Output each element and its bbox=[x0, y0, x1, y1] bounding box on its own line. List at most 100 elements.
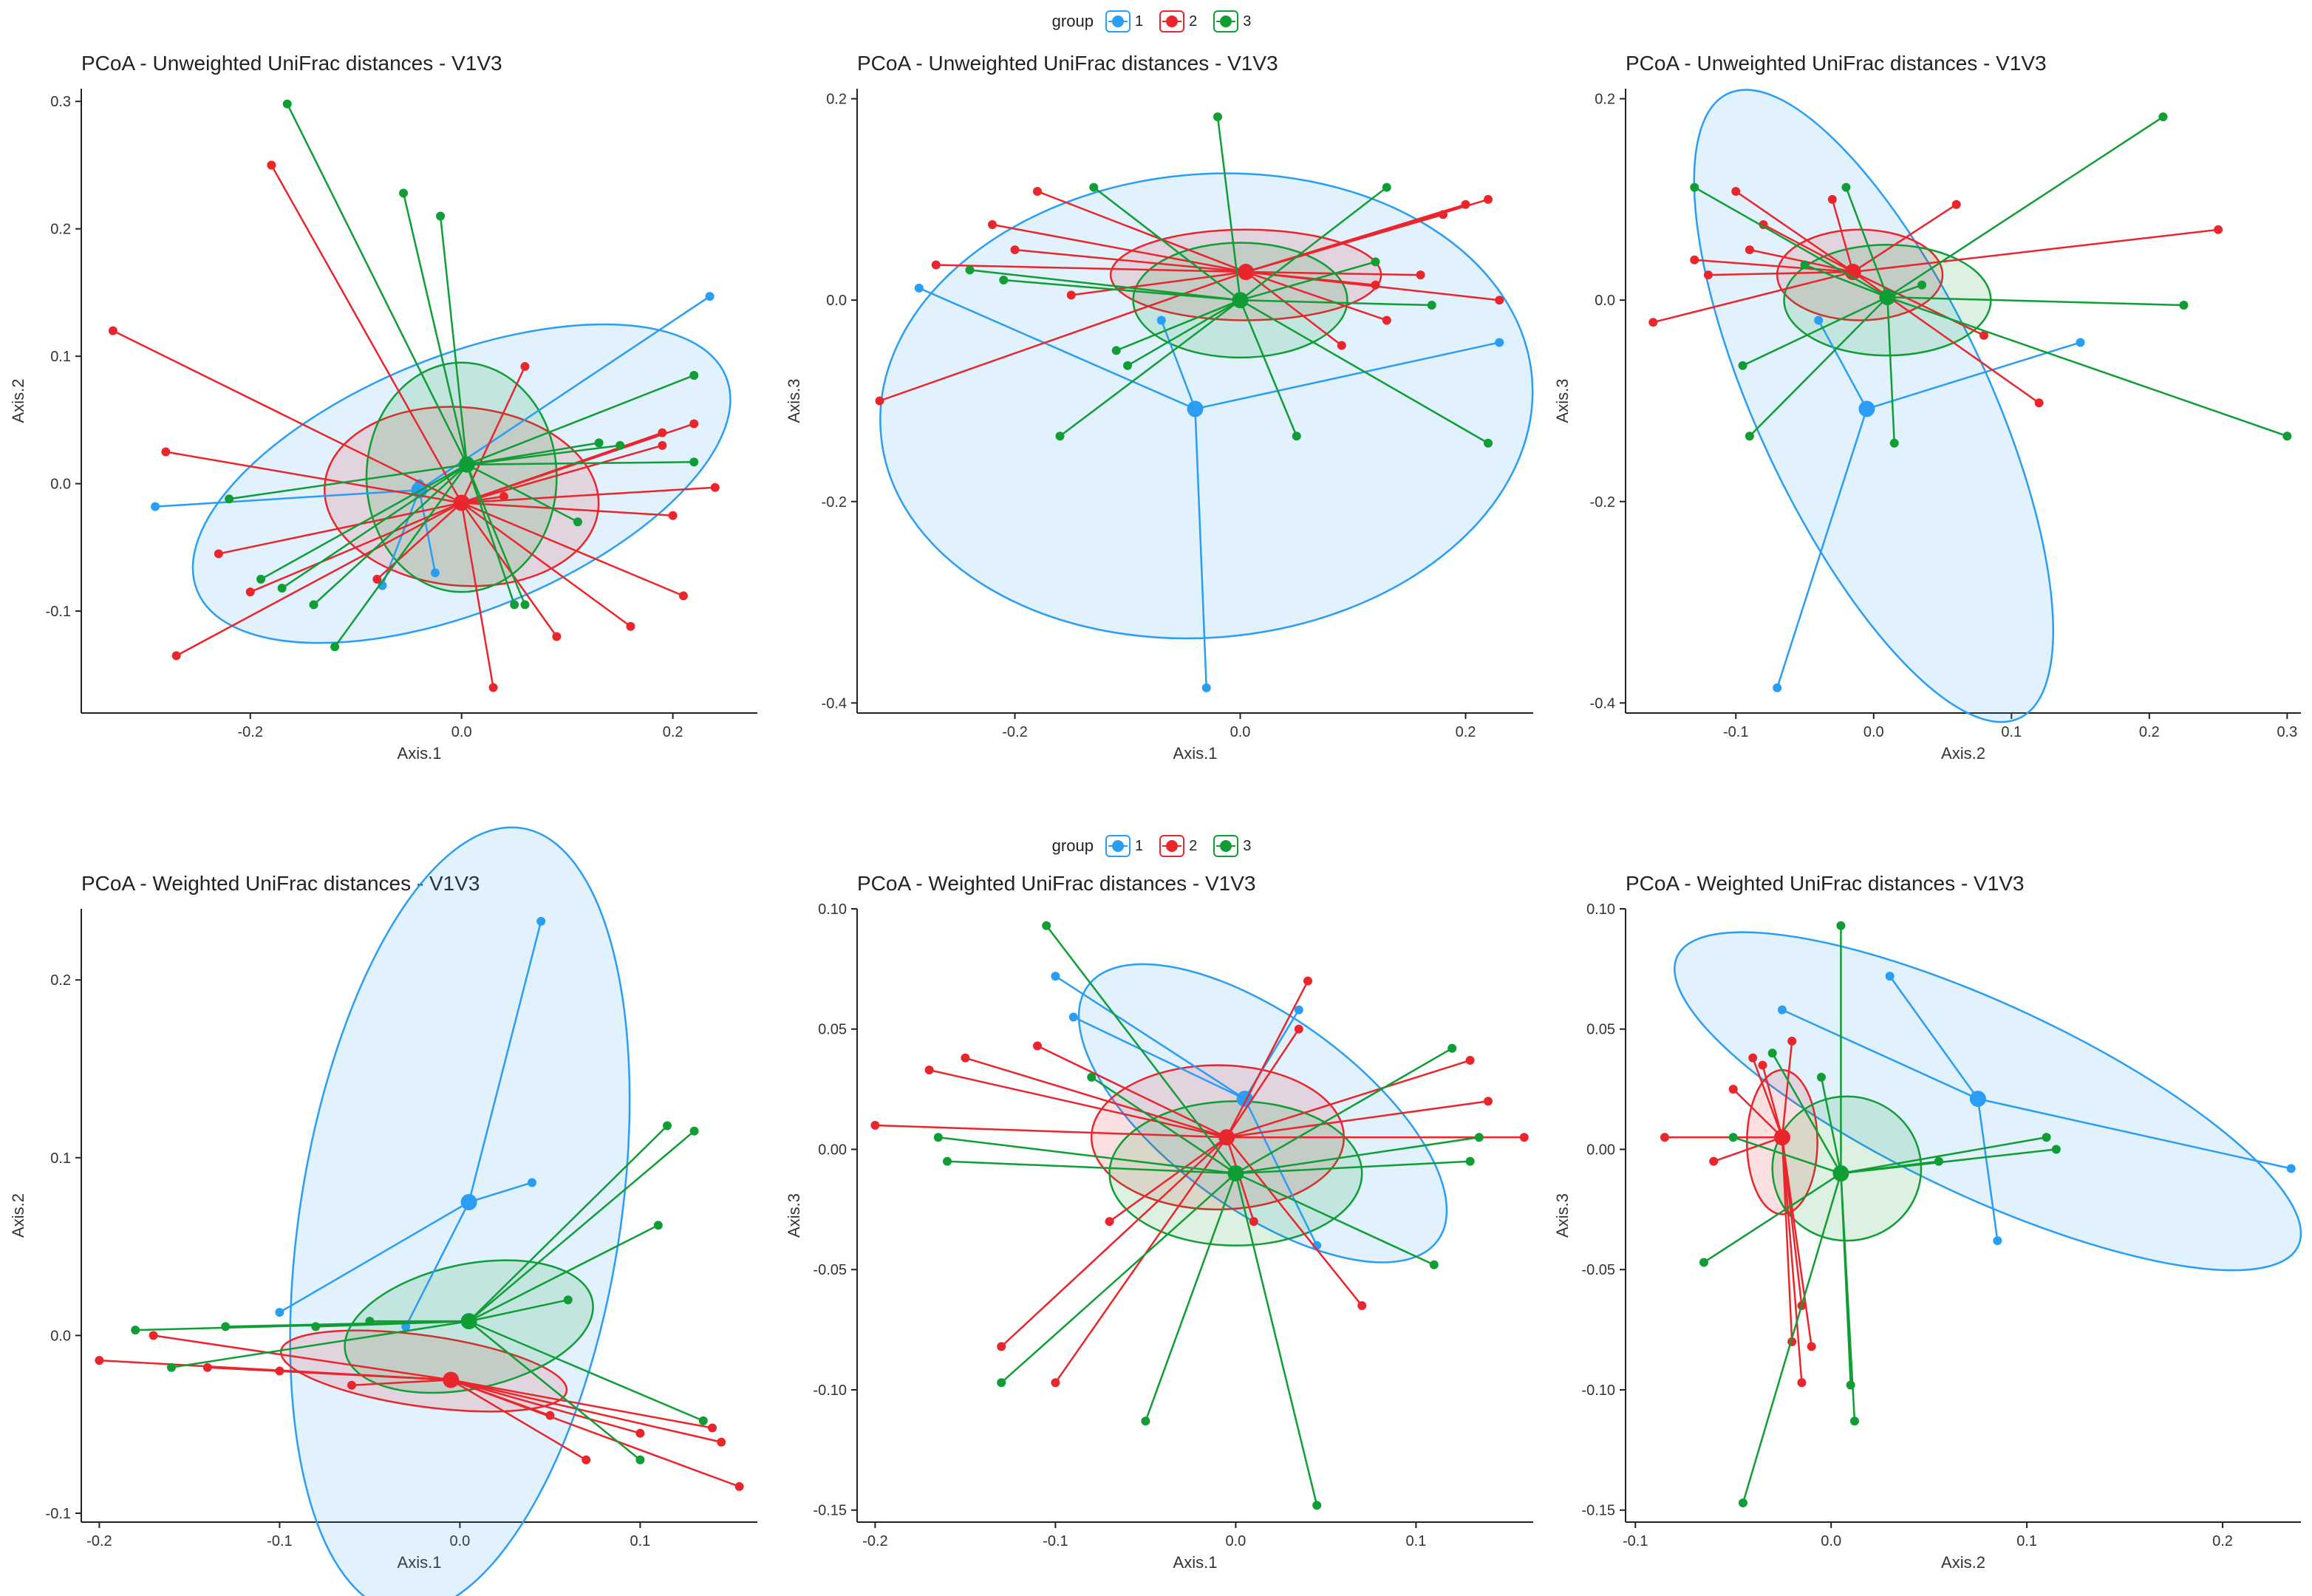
point-group-2 bbox=[2214, 225, 2223, 234]
x-axis-label: Axis.1 bbox=[1173, 744, 1218, 763]
spoke-group-1 bbox=[1781, 1009, 1979, 1100]
y-tick-label: 0.05 bbox=[1586, 1022, 1615, 1038]
point-group-3 bbox=[277, 584, 287, 593]
x-axis-label: Axis.1 bbox=[398, 1553, 442, 1572]
spoke-group-3 bbox=[466, 464, 526, 605]
point-group-3 bbox=[563, 1295, 573, 1305]
spoke-group-3 bbox=[468, 1320, 704, 1422]
point-group-2 bbox=[245, 587, 255, 597]
point-group-1 bbox=[1495, 338, 1504, 347]
point-group-3 bbox=[1123, 361, 1132, 370]
point-group-2 bbox=[95, 1356, 104, 1365]
point-group-2 bbox=[1033, 1041, 1042, 1051]
group-legend-bottom: group 1 2 3 bbox=[0, 828, 2312, 864]
point-group-1 bbox=[1777, 1005, 1787, 1014]
point-group-3 bbox=[1849, 1416, 1859, 1426]
spoke-group-2 bbox=[1781, 1137, 1813, 1347]
y-tick-label: 0.0 bbox=[826, 293, 847, 309]
spoke-group-2 bbox=[1781, 1137, 1803, 1383]
point-group-2 bbox=[149, 1331, 158, 1340]
point-group-2 bbox=[1745, 245, 1754, 255]
spoke-group-2 bbox=[1762, 223, 1854, 273]
spoke-group-2 bbox=[1694, 259, 1853, 273]
centroid-group-2 bbox=[1238, 264, 1255, 281]
point-group-3 bbox=[1917, 280, 1927, 290]
spoke-group-3 bbox=[1235, 1047, 1453, 1175]
point-group-3 bbox=[1087, 1072, 1097, 1082]
spoke-group-3 bbox=[468, 1224, 659, 1323]
point-group-2 bbox=[708, 1423, 717, 1433]
spoke-group-3 bbox=[1235, 1136, 1479, 1175]
point-group-2 bbox=[1461, 200, 1470, 209]
point-group-2 bbox=[552, 632, 562, 641]
spoke-group-2 bbox=[1245, 270, 1376, 287]
x-tick-label: 0.2 bbox=[663, 724, 683, 740]
spoke-group-3 bbox=[402, 193, 468, 466]
spoke-group-1 bbox=[154, 488, 420, 508]
x-axis-label: Axis.1 bbox=[1173, 1553, 1218, 1572]
point-group-3 bbox=[1371, 257, 1380, 267]
y-tick-label: -0.1 bbox=[46, 604, 71, 620]
centroid-group-3 bbox=[458, 456, 475, 473]
point-group-2 bbox=[1484, 1097, 1493, 1106]
point-group-2 bbox=[1951, 200, 1961, 209]
point-group-2 bbox=[1066, 290, 1076, 300]
legend-key-1 bbox=[1105, 10, 1131, 33]
x-tick-label: 0.2 bbox=[1456, 724, 1476, 740]
legend-item-3: 3 bbox=[1213, 835, 1251, 857]
y-axis-label: Axis.2 bbox=[9, 1193, 27, 1238]
spoke-group-2 bbox=[1226, 1059, 1470, 1139]
point-group-1 bbox=[528, 1178, 536, 1187]
spoke-group-1 bbox=[1818, 319, 1868, 410]
spoke-group-3 bbox=[1887, 296, 2184, 307]
spoke-group-3 bbox=[1127, 299, 1241, 366]
spoke-group-2 bbox=[1226, 1029, 1300, 1138]
spoke-group-2 bbox=[461, 502, 684, 597]
spoke-group-2 bbox=[1752, 1057, 1784, 1138]
point-group-3 bbox=[436, 211, 446, 221]
spoke-group-1 bbox=[418, 489, 437, 573]
ellipse-group-3 bbox=[365, 361, 558, 593]
point-group-2 bbox=[1787, 1037, 1797, 1046]
point-group-3 bbox=[2282, 432, 2292, 441]
y-tick-label: -0.2 bbox=[1590, 494, 1615, 511]
point-group-1 bbox=[1201, 683, 1211, 692]
legend-item-1: 1 bbox=[1105, 10, 1143, 33]
centroid-group-2 bbox=[1773, 1129, 1790, 1146]
point-group-3 bbox=[167, 1363, 176, 1372]
point-group-2 bbox=[997, 1342, 1006, 1351]
spoke-group-3 bbox=[1886, 296, 2288, 437]
spoke-group-3 bbox=[1235, 1160, 1470, 1175]
y-tick-label: 0.0 bbox=[50, 477, 71, 493]
spoke-group-3 bbox=[1003, 279, 1241, 301]
centroid-group-1 bbox=[1858, 400, 1875, 417]
point-group-3 bbox=[2051, 1145, 2061, 1154]
x-tick-label: 0.1 bbox=[1405, 1533, 1426, 1549]
spoke-group-2 bbox=[450, 1379, 713, 1429]
group-legend-top: group 1 2 3 bbox=[0, 3, 2312, 40]
legend-title: group bbox=[1051, 12, 1094, 30]
spoke-group-2 bbox=[176, 502, 463, 657]
point-group-1 bbox=[1156, 316, 1166, 325]
chart-svg: PCoA - Unweighted UniFrac distances - V1… bbox=[1553, 52, 2301, 763]
point-group-2 bbox=[520, 361, 530, 371]
point-group-3 bbox=[663, 1121, 672, 1130]
spoke-group-2 bbox=[153, 1334, 451, 1381]
spoke-group-3 bbox=[1239, 299, 1489, 444]
legend-title: group bbox=[1051, 836, 1094, 855]
point-group-2 bbox=[347, 1380, 356, 1390]
point-group-3 bbox=[1728, 1133, 1738, 1142]
spoke-group-3 bbox=[260, 463, 468, 581]
spoke-group-3 bbox=[466, 463, 579, 523]
point-group-1 bbox=[705, 292, 715, 301]
spoke-group-3 bbox=[1235, 1172, 1435, 1266]
spoke-group-2 bbox=[460, 502, 494, 688]
spoke-group-2 bbox=[1735, 190, 1854, 273]
point-group-2 bbox=[1416, 270, 1425, 280]
spoke-group-2 bbox=[250, 502, 463, 593]
point-group-2 bbox=[267, 160, 276, 170]
legend-item-1: 1 bbox=[1105, 835, 1143, 857]
spoke-group-2 bbox=[1762, 1065, 1784, 1138]
point-group-3 bbox=[689, 371, 699, 381]
y-axis-label: Axis.3 bbox=[785, 1193, 803, 1238]
